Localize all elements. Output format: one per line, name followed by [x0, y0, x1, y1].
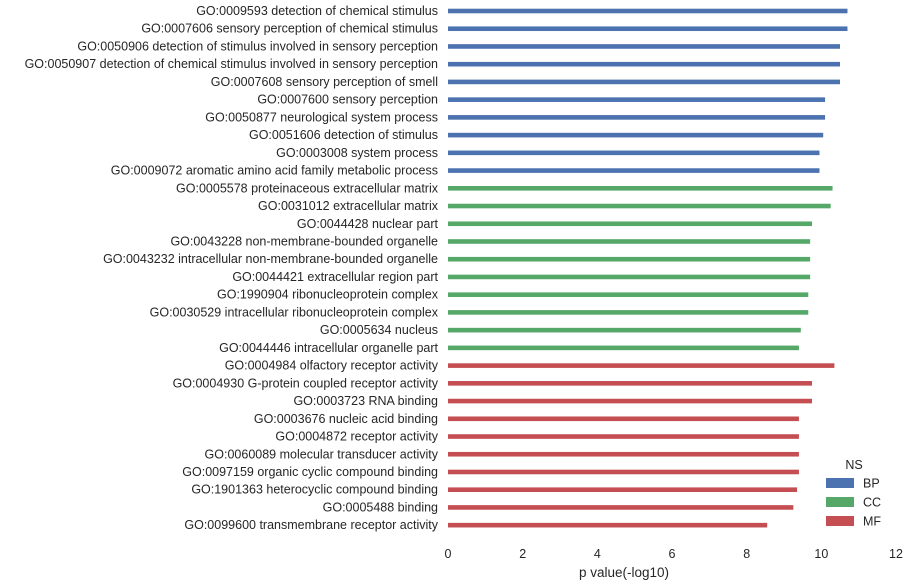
bar-mf: [448, 469, 799, 475]
bar-bp: [448, 132, 824, 138]
category-label: GO:0007606 sensory perception of chemica…: [141, 22, 438, 36]
bar-mf: [448, 434, 799, 439]
legend-swatch-bp: [826, 478, 854, 488]
category-label: GO:0003723 RNA binding: [293, 394, 438, 408]
category-label: GO:0050877 neurological system process: [205, 110, 438, 124]
x-tick-label: 10: [814, 547, 828, 561]
legend: NS BP CC MF: [826, 458, 881, 529]
bar-cc: [448, 186, 833, 191]
bar-mf: [448, 363, 835, 368]
bar-bp: [448, 8, 848, 14]
legend-label-mf: MF: [863, 515, 881, 529]
bar-cc: [448, 327, 801, 333]
category-label: GO:0050906 detection of stimulus involve…: [77, 39, 438, 53]
bar-cc: [448, 310, 809, 315]
bar-bp: [448, 150, 820, 156]
category-label: GO:0003676 nucleic acid binding: [254, 412, 438, 426]
category-labels: GO:0009593 detection of chemical stimulu…: [25, 4, 439, 532]
bar-mf: [448, 487, 798, 493]
bar-cc: [448, 221, 812, 227]
category-label: GO:0051606 detection of stimulus: [249, 128, 438, 142]
category-label: GO:0005634 nucleus: [320, 323, 438, 337]
bar-cc: [448, 239, 811, 244]
bar-mf: [448, 381, 812, 386]
category-label: GO:0031012 extracellular matrix: [258, 199, 439, 213]
bar-bp: [448, 168, 820, 173]
bar-mf: [448, 451, 799, 457]
category-label: GO:0044421 extracellular region part: [232, 270, 438, 284]
category-label: GO:0030529 intracellular ribonucleoprote…: [150, 305, 439, 319]
bars-layer: [448, 8, 848, 528]
x-tick-label: 2: [519, 547, 526, 561]
legend-title: NS: [845, 458, 862, 472]
bar-mf: [448, 416, 799, 422]
bar-bp: [448, 115, 826, 120]
legend-label-cc: CC: [863, 496, 881, 510]
bar-mf: [448, 505, 794, 510]
category-label: GO:0005578 proteinaceous extracellular m…: [176, 181, 439, 195]
category-label: GO:0099600 transmembrane receptor activi…: [184, 518, 438, 532]
x-tick-label: 4: [594, 547, 601, 561]
category-label: GO:0005488 binding: [323, 500, 438, 514]
bar-cc: [448, 292, 809, 297]
bar-mf: [448, 398, 812, 404]
bar-bp: [448, 26, 848, 32]
category-label: GO:0004930 G-protein coupled receptor ac…: [173, 376, 439, 390]
legend-swatch-cc: [826, 497, 854, 507]
category-label: GO:0004984 olfactory receptor activity: [225, 359, 439, 373]
category-label: GO:0007600 sensory perception: [257, 93, 438, 107]
category-label: GO:0043232 intracellular non-membrane-bo…: [103, 252, 438, 266]
category-label: GO:0044428 nuclear part: [297, 217, 439, 231]
category-label: GO:1901363 heterocyclic compound binding: [191, 483, 438, 497]
bar-cc: [448, 256, 811, 262]
category-label: GO:0060089 molecular transducer activity: [205, 447, 439, 461]
x-tick-label: 12: [889, 547, 903, 561]
legend-swatch-mf: [826, 516, 854, 526]
bar-bp: [448, 97, 826, 102]
category-label: GO:0009072 aromatic amino acid family me…: [111, 164, 438, 178]
category-label: GO:0044446 intracellular organelle part: [219, 341, 438, 355]
bar-bp: [448, 79, 840, 85]
bar-cc: [448, 345, 799, 351]
category-label: GO:1990904 ribonucleoprotein complex: [217, 288, 439, 302]
x-tick-label: 0: [445, 547, 452, 561]
category-label: GO:0007608 sensory perception of smell: [211, 75, 438, 89]
category-label: GO:0097159 organic cyclic compound bindi…: [182, 465, 438, 479]
bar-bp: [448, 44, 840, 49]
category-label: GO:0003008 system process: [276, 146, 438, 160]
bar-cc: [448, 203, 831, 209]
x-axis: 0 2 4 6 8 10 12: [445, 547, 903, 561]
x-axis-label: p value(-log10): [579, 565, 669, 580]
category-label: GO:0050907 detection of chemical stimulu…: [25, 57, 438, 71]
category-label: GO:0043228 non-membrane-bounded organell…: [170, 234, 438, 248]
x-tick-label: 8: [743, 547, 750, 561]
bar-mf: [448, 522, 768, 528]
bar-bp: [448, 61, 840, 67]
legend-label-bp: BP: [863, 477, 880, 491]
bar-cc: [448, 274, 811, 280]
category-label: GO:0009593 detection of chemical stimulu…: [196, 4, 438, 18]
category-label: GO:0004872 receptor activity: [275, 430, 438, 444]
x-tick-label: 6: [669, 547, 676, 561]
